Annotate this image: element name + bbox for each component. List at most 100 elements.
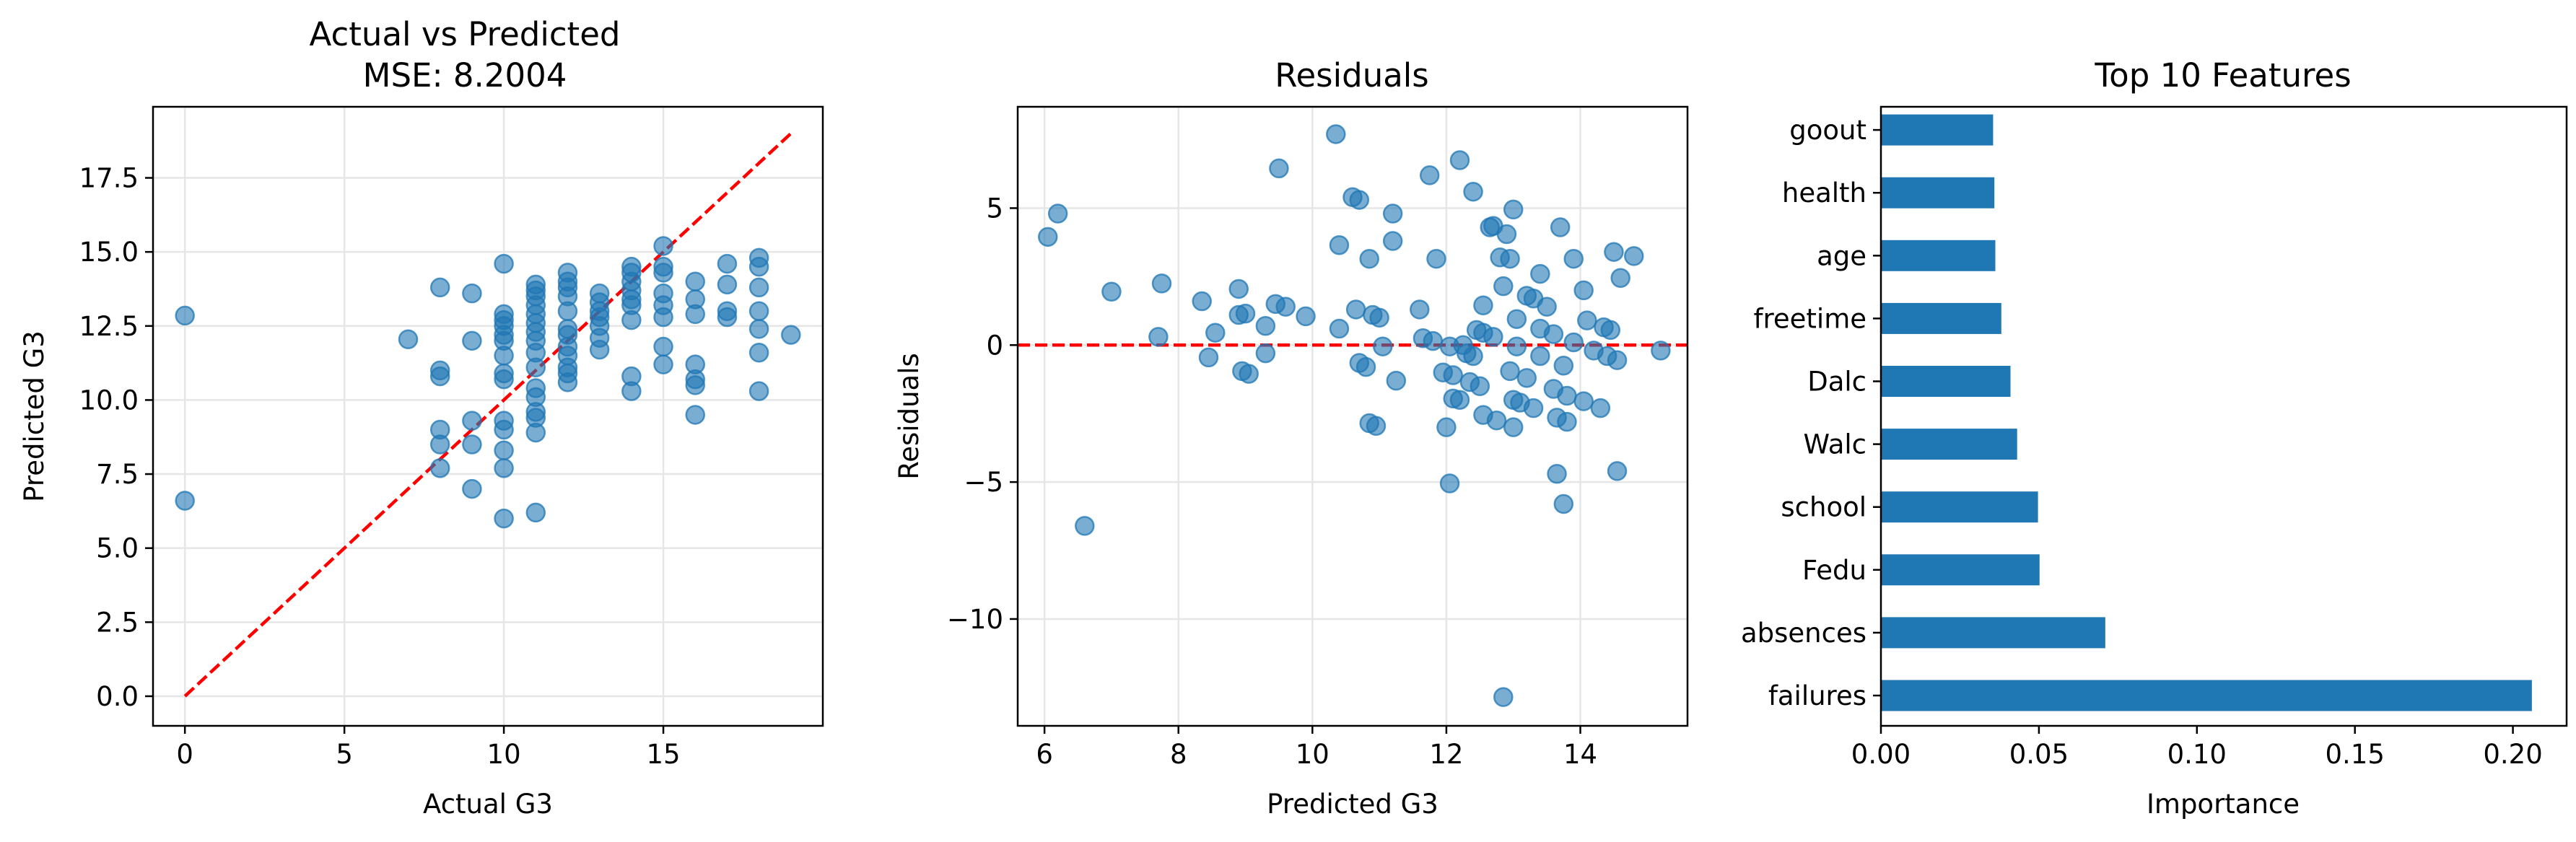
- data-point: [1553, 356, 1574, 376]
- panel-3-axes-frame: [1879, 105, 2568, 727]
- data-point: [1500, 248, 1520, 269]
- x-tick-label: 6: [1036, 739, 1053, 770]
- data-point: [1500, 361, 1520, 382]
- data-point: [1577, 310, 1597, 330]
- data-point: [175, 491, 195, 511]
- category-label-freetime: freetime: [1753, 303, 1866, 334]
- category-label-failures: failures: [1768, 680, 1866, 711]
- data-point: [557, 301, 578, 322]
- bar-health: [1881, 177, 1995, 209]
- panel-1-x-axis-label: Actual G3: [423, 789, 553, 820]
- data-point: [1148, 327, 1169, 347]
- data-point: [1255, 315, 1276, 336]
- data-point: [494, 440, 514, 460]
- data-point: [1563, 332, 1584, 353]
- x-tick-label: 0.15: [2325, 739, 2384, 770]
- panel-1-subtitle: MSE: 8.2004: [363, 56, 567, 95]
- data-point: [1423, 330, 1444, 351]
- data-point: [1359, 248, 1379, 269]
- category-label-Fedu: Fedu: [1802, 555, 1866, 586]
- data-point: [653, 354, 673, 374]
- y-tick-label: 17.5: [79, 163, 139, 194]
- data-point: [748, 301, 769, 322]
- data-point: [1075, 516, 1095, 536]
- data-point: [1038, 227, 1058, 247]
- data-point: [1198, 347, 1219, 368]
- category-label-Dalc: Dalc: [1807, 367, 1866, 398]
- data-point: [1382, 231, 1403, 251]
- data-point: [494, 419, 514, 440]
- category-label-Walc: Walc: [1803, 429, 1866, 460]
- panel-residuals: Residuals 6 8 10 12 14 −10−505 Predicted G3 …: [894, 56, 1689, 820]
- data-point: [1439, 473, 1460, 494]
- panel-2-x-ticks: 6 8 10 12 14: [1036, 726, 1597, 770]
- y-tick-label: 15.0: [79, 237, 139, 268]
- data-point: [1275, 297, 1296, 317]
- x-tick-label: 0.00: [1851, 739, 1911, 770]
- data-point: [1366, 416, 1387, 437]
- panel-3-category-labels: goout health age freetime Dalc Walc school Fedu…: [1741, 115, 1881, 711]
- data-point: [1590, 398, 1611, 418]
- data-point: [494, 458, 514, 478]
- data-point: [1483, 327, 1503, 347]
- bar-Dalc: [1881, 366, 2011, 397]
- data-point: [1547, 463, 1567, 484]
- data-point: [1607, 461, 1628, 481]
- data-point: [1503, 199, 1524, 220]
- data-point: [1506, 336, 1527, 356]
- x-tick-label: 0.10: [2167, 739, 2227, 770]
- data-point: [1349, 190, 1370, 210]
- data-point: [1386, 370, 1407, 391]
- data-point: [1373, 336, 1393, 356]
- panel-2-points: [1038, 124, 1671, 707]
- data-point: [1550, 217, 1571, 237]
- data-point: [1486, 410, 1507, 431]
- data-point: [653, 336, 673, 357]
- x-tick-label: 0.20: [2483, 739, 2542, 770]
- data-point: [1651, 341, 1671, 361]
- panel-3-bars: [1881, 114, 2532, 711]
- data-point: [1624, 246, 1644, 266]
- data-point: [1329, 234, 1350, 255]
- data-point: [717, 253, 738, 274]
- data-point: [525, 357, 546, 378]
- x-tick-label: 15: [647, 739, 681, 770]
- data-point: [1369, 307, 1389, 328]
- data-point: [1419, 165, 1440, 185]
- data-point: [717, 307, 738, 328]
- data-point: [621, 381, 642, 401]
- data-point: [525, 502, 546, 523]
- data-point: [1426, 248, 1446, 269]
- bar-school: [1881, 491, 2038, 523]
- panel-actual-vs-predicted: Actual vs Predicted MSE: 8.2004 0 5 10 15 0…: [19, 15, 824, 820]
- y-tick-label: 10.0: [79, 385, 139, 416]
- data-point: [429, 434, 450, 455]
- category-label-health: health: [1782, 177, 1866, 209]
- y-tick-label: 7.5: [96, 459, 139, 490]
- data-point: [462, 330, 482, 351]
- bar-goout: [1881, 114, 1994, 146]
- data-point: [462, 411, 482, 431]
- data-point: [1326, 124, 1346, 144]
- data-point: [748, 256, 769, 277]
- x-tick-label: 8: [1170, 739, 1187, 770]
- data-point: [1563, 248, 1584, 269]
- data-point: [1610, 268, 1630, 289]
- data-point: [1101, 281, 1122, 302]
- data-point: [1205, 323, 1226, 343]
- data-point: [429, 458, 450, 478]
- data-point: [685, 304, 705, 325]
- y-tick-label: 5.0: [96, 533, 139, 564]
- panel-1-y-axis-label: Predicted G3: [19, 330, 50, 502]
- data-point: [1329, 318, 1350, 339]
- data-point: [1345, 299, 1366, 320]
- data-point: [1235, 303, 1256, 324]
- data-point: [748, 319, 769, 339]
- panel-2-y-ticks: −10 −5 0 5: [947, 193, 1018, 635]
- y-tick-label: 12.5: [79, 311, 139, 342]
- panel-top-features: Top 10 Features 0.00 0.05 0.10 0.15 0.20 goo…: [1741, 56, 2568, 820]
- data-point: [685, 271, 705, 291]
- data-point: [748, 342, 769, 363]
